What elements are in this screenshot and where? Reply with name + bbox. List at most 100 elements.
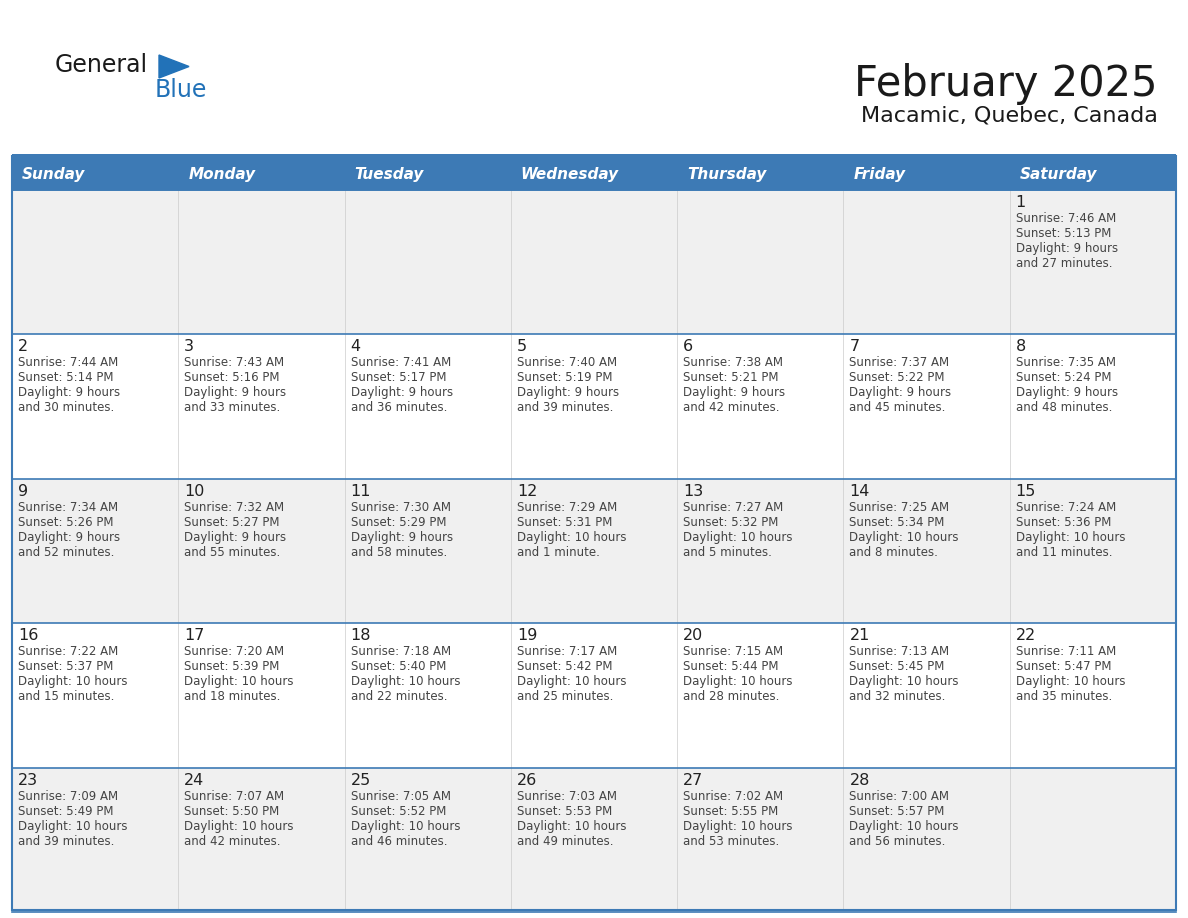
Text: and 48 minutes.: and 48 minutes. <box>1016 401 1112 414</box>
Bar <box>511 190 677 334</box>
Text: 6: 6 <box>683 340 694 354</box>
Text: 4: 4 <box>350 340 361 354</box>
Text: Sunrise: 7:11 AM: Sunrise: 7:11 AM <box>1016 645 1116 658</box>
Text: 27: 27 <box>683 773 703 788</box>
Text: Daylight: 10 hours: Daylight: 10 hours <box>849 676 959 688</box>
Text: and 55 minutes.: and 55 minutes. <box>184 546 280 559</box>
Text: Sunrise: 7:46 AM: Sunrise: 7:46 AM <box>1016 212 1116 225</box>
Text: 12: 12 <box>517 484 537 498</box>
Text: Sunrise: 7:40 AM: Sunrise: 7:40 AM <box>517 356 617 369</box>
Text: 19: 19 <box>517 628 537 644</box>
Bar <box>1010 158 1176 190</box>
Text: Sunrise: 7:17 AM: Sunrise: 7:17 AM <box>517 645 617 658</box>
Text: and 52 minutes.: and 52 minutes. <box>18 546 114 559</box>
Text: and 42 minutes.: and 42 minutes. <box>683 401 779 414</box>
Text: Sunset: 5:44 PM: Sunset: 5:44 PM <box>683 660 778 673</box>
Text: and 45 minutes.: and 45 minutes. <box>849 401 946 414</box>
Text: 16: 16 <box>18 628 38 644</box>
Text: Sunrise: 7:29 AM: Sunrise: 7:29 AM <box>517 501 617 514</box>
Text: Daylight: 10 hours: Daylight: 10 hours <box>849 820 959 833</box>
Text: Sunset: 5:32 PM: Sunset: 5:32 PM <box>683 516 778 529</box>
Text: Daylight: 10 hours: Daylight: 10 hours <box>517 531 626 543</box>
Text: and 56 minutes.: and 56 minutes. <box>849 834 946 847</box>
Text: Daylight: 10 hours: Daylight: 10 hours <box>517 676 626 688</box>
Bar <box>12 767 178 912</box>
Bar <box>677 623 843 767</box>
Text: Sunrise: 7:18 AM: Sunrise: 7:18 AM <box>350 645 450 658</box>
Bar <box>12 158 178 190</box>
Text: and 39 minutes.: and 39 minutes. <box>18 834 114 847</box>
Text: Sunrise: 7:15 AM: Sunrise: 7:15 AM <box>683 645 783 658</box>
Text: 25: 25 <box>350 773 371 788</box>
Text: Sunrise: 7:41 AM: Sunrise: 7:41 AM <box>350 356 450 369</box>
Text: Sunset: 5:47 PM: Sunset: 5:47 PM <box>1016 660 1111 673</box>
Text: Sunset: 5:45 PM: Sunset: 5:45 PM <box>849 660 944 673</box>
Bar <box>1010 479 1176 623</box>
Text: Sunrise: 7:43 AM: Sunrise: 7:43 AM <box>184 356 284 369</box>
Bar <box>178 623 345 767</box>
Bar <box>345 158 511 190</box>
Text: and 27 minutes.: and 27 minutes. <box>1016 257 1112 270</box>
Text: Daylight: 9 hours: Daylight: 9 hours <box>350 531 453 543</box>
Bar <box>677 479 843 623</box>
Text: Sunrise: 7:24 AM: Sunrise: 7:24 AM <box>1016 501 1116 514</box>
Text: Tuesday: Tuesday <box>354 166 424 182</box>
Text: 5: 5 <box>517 340 527 354</box>
Text: and 42 minutes.: and 42 minutes. <box>184 834 280 847</box>
Text: Daylight: 10 hours: Daylight: 10 hours <box>184 676 293 688</box>
Bar <box>677 158 843 190</box>
Text: Sunset: 5:17 PM: Sunset: 5:17 PM <box>350 372 446 385</box>
Text: 17: 17 <box>184 628 204 644</box>
Text: and 25 minutes.: and 25 minutes. <box>517 690 613 703</box>
Text: 23: 23 <box>18 773 38 788</box>
Text: 14: 14 <box>849 484 870 498</box>
Text: Sunrise: 7:13 AM: Sunrise: 7:13 AM <box>849 645 949 658</box>
Text: Saturday: Saturday <box>1019 166 1098 182</box>
Text: and 49 minutes.: and 49 minutes. <box>517 834 613 847</box>
Text: Sunset: 5:52 PM: Sunset: 5:52 PM <box>350 804 446 818</box>
Text: Sunset: 5:19 PM: Sunset: 5:19 PM <box>517 372 612 385</box>
Text: Sunset: 5:24 PM: Sunset: 5:24 PM <box>1016 372 1111 385</box>
Text: Sunrise: 7:35 AM: Sunrise: 7:35 AM <box>1016 356 1116 369</box>
Bar <box>178 479 345 623</box>
Text: Sunset: 5:49 PM: Sunset: 5:49 PM <box>18 804 114 818</box>
Text: 13: 13 <box>683 484 703 498</box>
Bar <box>345 334 511 479</box>
Bar <box>843 479 1010 623</box>
Text: Sunday: Sunday <box>23 166 86 182</box>
Text: and 1 minute.: and 1 minute. <box>517 546 600 559</box>
Text: Daylight: 10 hours: Daylight: 10 hours <box>350 820 460 833</box>
Text: 26: 26 <box>517 773 537 788</box>
Text: Daylight: 10 hours: Daylight: 10 hours <box>849 531 959 543</box>
Bar <box>178 158 345 190</box>
Text: and 30 minutes.: and 30 minutes. <box>18 401 114 414</box>
Text: Macamic, Quebec, Canada: Macamic, Quebec, Canada <box>861 106 1158 126</box>
Text: Sunset: 5:14 PM: Sunset: 5:14 PM <box>18 372 114 385</box>
Text: Sunset: 5:13 PM: Sunset: 5:13 PM <box>1016 227 1111 240</box>
Text: Sunrise: 7:07 AM: Sunrise: 7:07 AM <box>184 789 284 802</box>
Bar <box>12 623 178 767</box>
Bar <box>511 334 677 479</box>
Text: Thursday: Thursday <box>687 166 766 182</box>
Text: and 39 minutes.: and 39 minutes. <box>517 401 613 414</box>
Text: 24: 24 <box>184 773 204 788</box>
Bar <box>511 479 677 623</box>
Text: and 11 minutes.: and 11 minutes. <box>1016 546 1112 559</box>
Text: Sunrise: 7:27 AM: Sunrise: 7:27 AM <box>683 501 783 514</box>
Text: Daylight: 9 hours: Daylight: 9 hours <box>184 386 286 399</box>
Text: Daylight: 9 hours: Daylight: 9 hours <box>18 386 120 399</box>
Text: Wednesday: Wednesday <box>520 166 619 182</box>
Text: Sunrise: 7:25 AM: Sunrise: 7:25 AM <box>849 501 949 514</box>
Text: 7: 7 <box>849 340 860 354</box>
Text: and 58 minutes.: and 58 minutes. <box>350 546 447 559</box>
Text: Daylight: 9 hours: Daylight: 9 hours <box>517 386 619 399</box>
Text: Sunset: 5:42 PM: Sunset: 5:42 PM <box>517 660 612 673</box>
Text: 2: 2 <box>18 340 29 354</box>
Bar <box>12 156 1176 910</box>
Text: Sunset: 5:55 PM: Sunset: 5:55 PM <box>683 804 778 818</box>
Bar <box>12 479 178 623</box>
Text: Sunset: 5:22 PM: Sunset: 5:22 PM <box>849 372 944 385</box>
Bar <box>511 158 677 190</box>
Text: 18: 18 <box>350 628 371 644</box>
Text: Sunset: 5:36 PM: Sunset: 5:36 PM <box>1016 516 1111 529</box>
